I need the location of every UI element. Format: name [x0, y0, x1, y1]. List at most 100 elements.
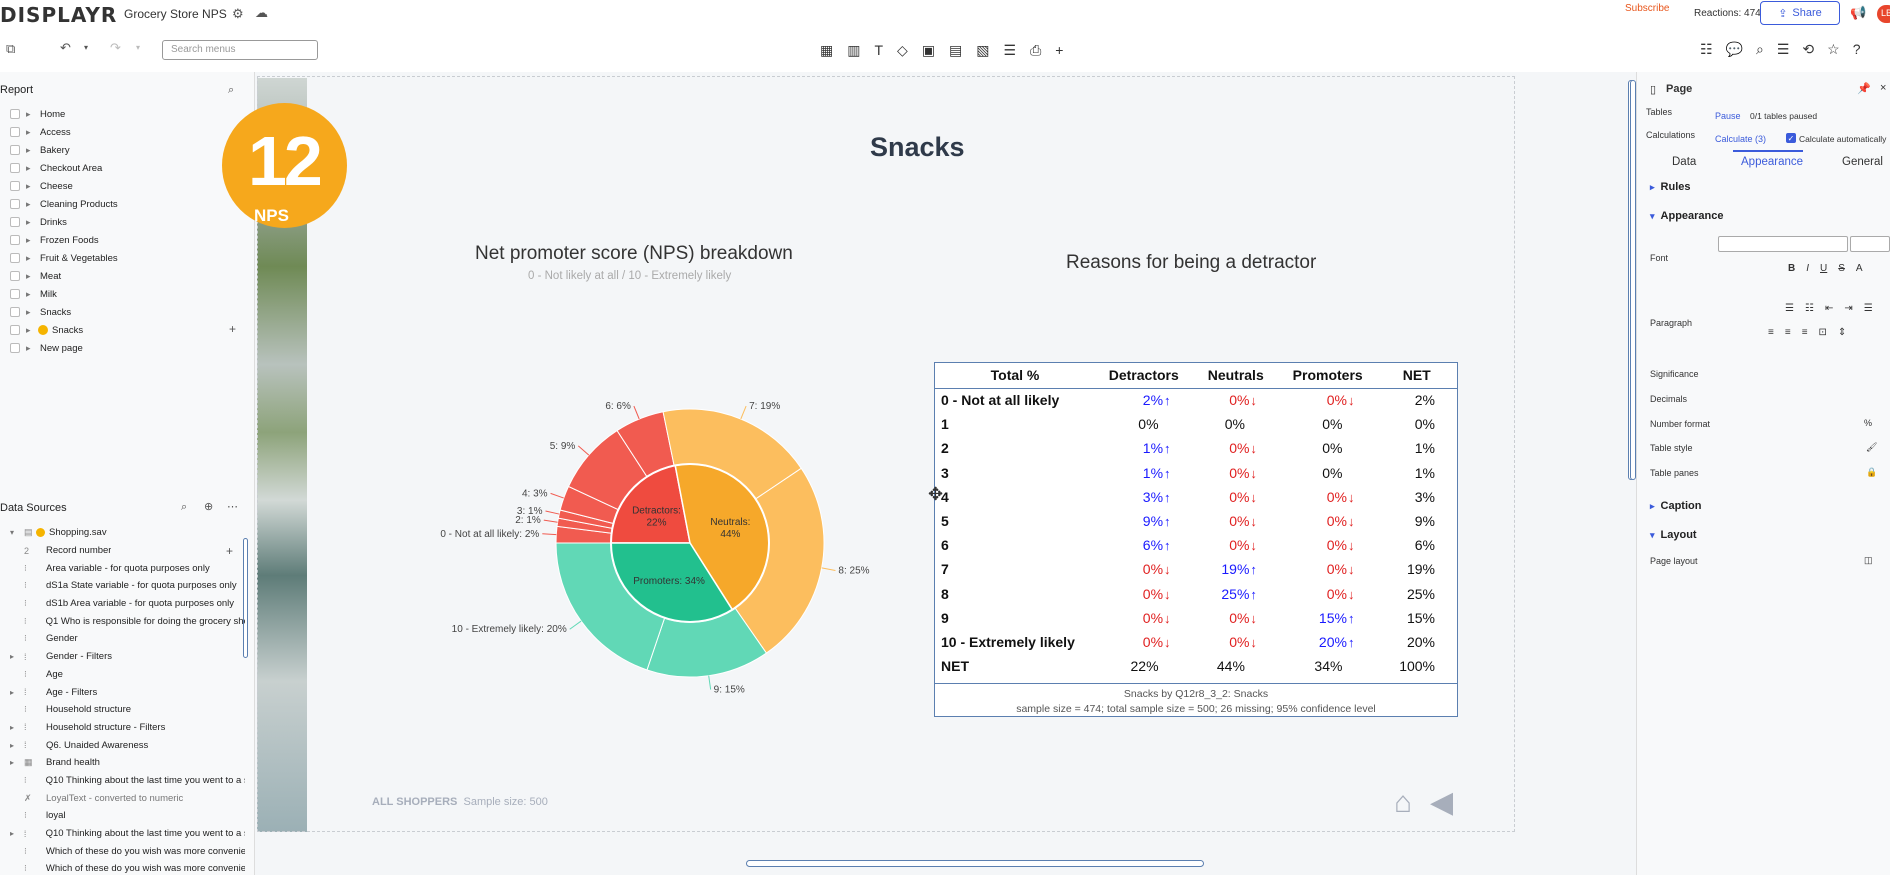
add-page-icon[interactable]: + [228, 322, 236, 336]
tree-item-drinks[interactable]: ▸ Drinks [0, 213, 250, 231]
collapse-icon[interactable]: ▾ [10, 528, 15, 538]
bullet-list-icon[interactable]: ☰ [1785, 303, 1794, 314]
filter-icon[interactable]: ☰ [1003, 42, 1017, 58]
data-variable[interactable]: ▸ ⁞ Q10 Thinking about the last time you w… [10, 828, 245, 840]
cloud-icon[interactable]: ☁ [255, 5, 268, 20]
expand-icon[interactable]: ▸ [26, 198, 31, 209]
data-variable[interactable]: ⁝ Age [24, 668, 63, 680]
more-icon[interactable]: ⋯ [227, 501, 238, 513]
search-icon[interactable]: ⌕ [1756, 41, 1764, 57]
data-variable[interactable]: ⁝ Q10 Thinking about the last time you we… [23, 774, 245, 786]
calculate-button[interactable]: Calculate (3) [1715, 134, 1767, 144]
text-icon[interactable]: T [874, 42, 884, 58]
print-icon[interactable]: ⎙ [1030, 42, 1042, 58]
column-header[interactable]: Total % [935, 363, 1095, 389]
align-left-icon[interactable]: ≡ [1768, 327, 1774, 338]
gear-icon[interactable]: ⚙ [232, 6, 244, 21]
table-row[interactable]: 8 0%↓ 25%↑ 0%↓ 25% [935, 582, 1457, 606]
tree-item-milk[interactable]: ▸ Milk [0, 285, 250, 303]
align-right-icon[interactable]: ≡ [1801, 327, 1808, 338]
data-file[interactable]: ▾ ▤ Shopping.sav [10, 527, 107, 539]
expand-icon[interactable]: ▸ [10, 652, 15, 662]
add-variable-icon[interactable]: + [225, 543, 233, 558]
indent-icon[interactable]: ⇥ [1844, 303, 1853, 314]
redo-icon[interactable]: ↷ [110, 40, 121, 55]
pause-button[interactable]: Pause [1715, 111, 1741, 121]
data-variable[interactable]: ⁝ dS1a State variable - for quota purpose… [24, 580, 237, 592]
lock-icon[interactable]: 🔒 [1866, 467, 1878, 477]
appearance-section[interactable]: ▾ Appearance [1650, 210, 1724, 222]
data-variable[interactable]: ▸ ⁞ Age - Filters [10, 686, 98, 698]
add-icon[interactable]: + [1055, 42, 1064, 58]
notes-icon[interactable]: ☰ [1776, 41, 1790, 57]
report-search-icon[interactable]: ⌕ [228, 84, 235, 96]
data-variable[interactable]: ⁝ Which of these do you wish was more con… [23, 845, 245, 857]
undo-icon[interactable]: ↶ [60, 40, 71, 55]
line-spacing-icon[interactable]: ☰ [1863, 303, 1873, 314]
table-row[interactable]: 10 - Extremely likely 0%↓ 0%↓ 20%↑ 20% [935, 630, 1457, 654]
panel-scrollbar[interactable] [1630, 80, 1636, 480]
add-data-icon[interactable]: ⊕ [204, 501, 214, 513]
data-search-icon[interactable]: ⌕ [181, 501, 188, 513]
layout-section[interactable]: ▾ Layout [1650, 529, 1697, 541]
redo-dropdown-icon[interactable]: ▾ [136, 43, 141, 52]
data-variable[interactable]: ⁝ Area variable - for quota purposes only [24, 562, 210, 574]
tree-item-snacks[interactable]: ▸ Snacks [0, 303, 250, 321]
expand-icon[interactable]: ▸ [26, 126, 31, 137]
table-row[interactable]: 6 6%↑ 0%↓ 0%↓ 6% [935, 533, 1457, 557]
expand-icon[interactable]: ▸ [26, 270, 31, 281]
column-header[interactable]: Promoters [1278, 363, 1377, 389]
font-color-icon[interactable]: A [1855, 263, 1863, 274]
search-menus-input[interactable]: Search menus [162, 40, 318, 60]
visualization-icon[interactable]: ▤ [949, 42, 963, 58]
expand-icon[interactable]: ▸ [26, 216, 31, 227]
numbered-list-icon[interactable]: ☷ [1804, 303, 1814, 314]
font-select[interactable] [1718, 236, 1848, 252]
pages-icon[interactable]: ⧉ [6, 41, 16, 56]
tree-item-access[interactable]: ▸ Access [0, 123, 250, 141]
calc-auto-checkbox[interactable]: ✓ [1786, 133, 1796, 143]
data-variable[interactable]: ⁝ dS1b Area variable - for quota purposes… [24, 598, 235, 610]
detractor-title[interactable]: Reasons for being a detractor [1066, 252, 1317, 273]
expand-icon[interactable]: ▸ [26, 108, 31, 119]
pin-icon[interactable]: 📌 [1857, 83, 1871, 95]
page-title[interactable]: Snacks [870, 132, 965, 162]
outdent-icon[interactable]: ⇤ [1824, 303, 1834, 314]
data-variable[interactable]: ⁝ loyal [24, 810, 66, 822]
column-header[interactable]: Detractors [1095, 363, 1193, 389]
avatar[interactable]: LB [1877, 5, 1890, 23]
tab-general[interactable]: General [1842, 156, 1883, 168]
table-row[interactable]: 3 1%↑ 0%↓ 0% 1% [935, 461, 1457, 485]
tree-item-home[interactable]: ▸ Home [0, 105, 250, 123]
data-variable[interactable]: ⁝ Which of these do you wish was more con… [23, 863, 245, 875]
expand-icon[interactable]: ▸ [10, 740, 15, 750]
percent-icon[interactable]: % [1864, 418, 1873, 428]
expand-icon[interactable]: ▸ [26, 162, 31, 173]
star-icon[interactable]: ☆ [1827, 41, 1840, 57]
tree-item-fruit-vegetables[interactable]: ▸ Fruit & Vegetables [0, 249, 250, 267]
data-variable[interactable]: ⁝ Q1 Who is responsible for doing the gro… [23, 615, 245, 627]
data-variable[interactable]: ▸ ⁞ Q6. Unaided Awareness [10, 739, 149, 751]
document-title[interactable]: Grocery Store NPS [124, 7, 227, 21]
table-row[interactable]: 7 0%↓ 19%↑ 0%↓ 19% [935, 557, 1457, 581]
data-variable[interactable]: ▸ ⁞ Household structure - Filters [10, 721, 166, 733]
column-header[interactable]: NET [1376, 363, 1457, 389]
tree-item-checkout-area[interactable]: ▸ Checkout Area [0, 159, 250, 177]
brush-icon[interactable]: 🖌 [1866, 442, 1878, 452]
share-button[interactable]: ⇪ Share [1760, 1, 1840, 25]
subscribe-link[interactable]: Subscribe [1625, 3, 1670, 14]
expand-icon[interactable]: ▸ [26, 324, 31, 335]
image-icon[interactable]: ▣ [921, 42, 936, 58]
settings-sliders-icon[interactable]: ☷ [1700, 41, 1713, 57]
expand-icon[interactable]: ▸ [26, 342, 31, 353]
spacing-icon[interactable]: ⇕ [1837, 327, 1847, 338]
tree-item-frozen-foods[interactable]: ▸ Frozen Foods [0, 231, 250, 249]
tree-item-cleaning-products[interactable]: ▸ Cleaning Products [0, 195, 250, 213]
shape-icon[interactable]: ◇ [897, 42, 908, 58]
help-icon[interactable]: ? [1852, 41, 1861, 57]
data-variable[interactable]: ⁝ Gender [24, 633, 78, 645]
nps-sunburst-chart[interactable]: 0 - Not at all likely: 2% 2: 1%3: 1% 4: 3%… [400, 380, 880, 710]
tree-item-new-page[interactable]: ▸ New page [0, 339, 250, 357]
expand-icon[interactable]: ▸ [10, 829, 15, 839]
expand-icon[interactable]: ▸ [26, 234, 31, 245]
